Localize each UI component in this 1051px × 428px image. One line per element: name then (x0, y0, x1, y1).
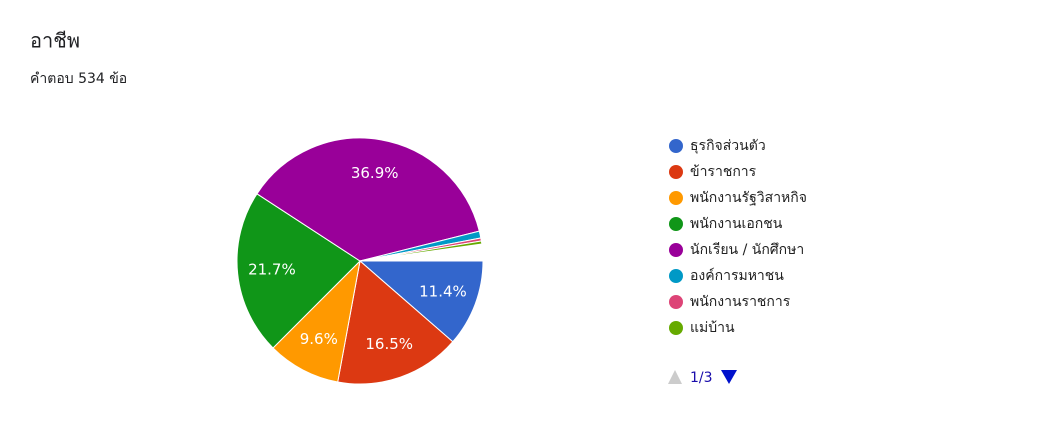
legend-label: ข้าราชการ (690, 164, 757, 180)
pie-slice (272, 259, 361, 383)
legend-swatch (669, 217, 683, 231)
legend-pager: 1/3 (668, 370, 737, 386)
pie-slice (256, 137, 480, 262)
legend-label: พนักงานรัฐวิสาหกิจ (690, 190, 807, 206)
pie-slice (236, 193, 361, 349)
legend-label: พนักงานเอกชน (690, 216, 783, 232)
pie-slice (337, 260, 454, 385)
pie-slice (359, 240, 483, 262)
legend-swatch (669, 139, 683, 153)
legend-label: พนักงานราชการ (690, 294, 791, 310)
pie-slice (358, 260, 484, 343)
data-label: 9.6% (300, 330, 338, 348)
chart-title: อาชีพ (30, 29, 80, 53)
legend-label: แม่บ้าน (690, 320, 735, 336)
data-label: 36.9% (351, 164, 399, 182)
legend-page: 1/3 (690, 370, 713, 386)
legend-swatch (669, 269, 683, 283)
next-page-arrow[interactable] (721, 370, 737, 384)
chart-subtitle: คำตอบ 534 ข้อ (30, 71, 127, 87)
data-label: 21.7% (248, 261, 296, 279)
legend-label: นักเรียน / นักศึกษา (690, 242, 804, 258)
legend-swatch (669, 295, 683, 309)
legend-swatch (669, 191, 683, 205)
legend-label: องค์การมหาชน (690, 267, 784, 284)
data-label: 16.5% (365, 335, 413, 353)
legend-label: ธุรกิจส่วนตัว (690, 138, 766, 154)
legend-swatch (669, 321, 683, 335)
data-label: 11.4% (419, 283, 467, 301)
legend-swatch (669, 243, 683, 257)
prev-page-arrow[interactable] (668, 370, 682, 384)
legend-swatch (669, 165, 683, 179)
